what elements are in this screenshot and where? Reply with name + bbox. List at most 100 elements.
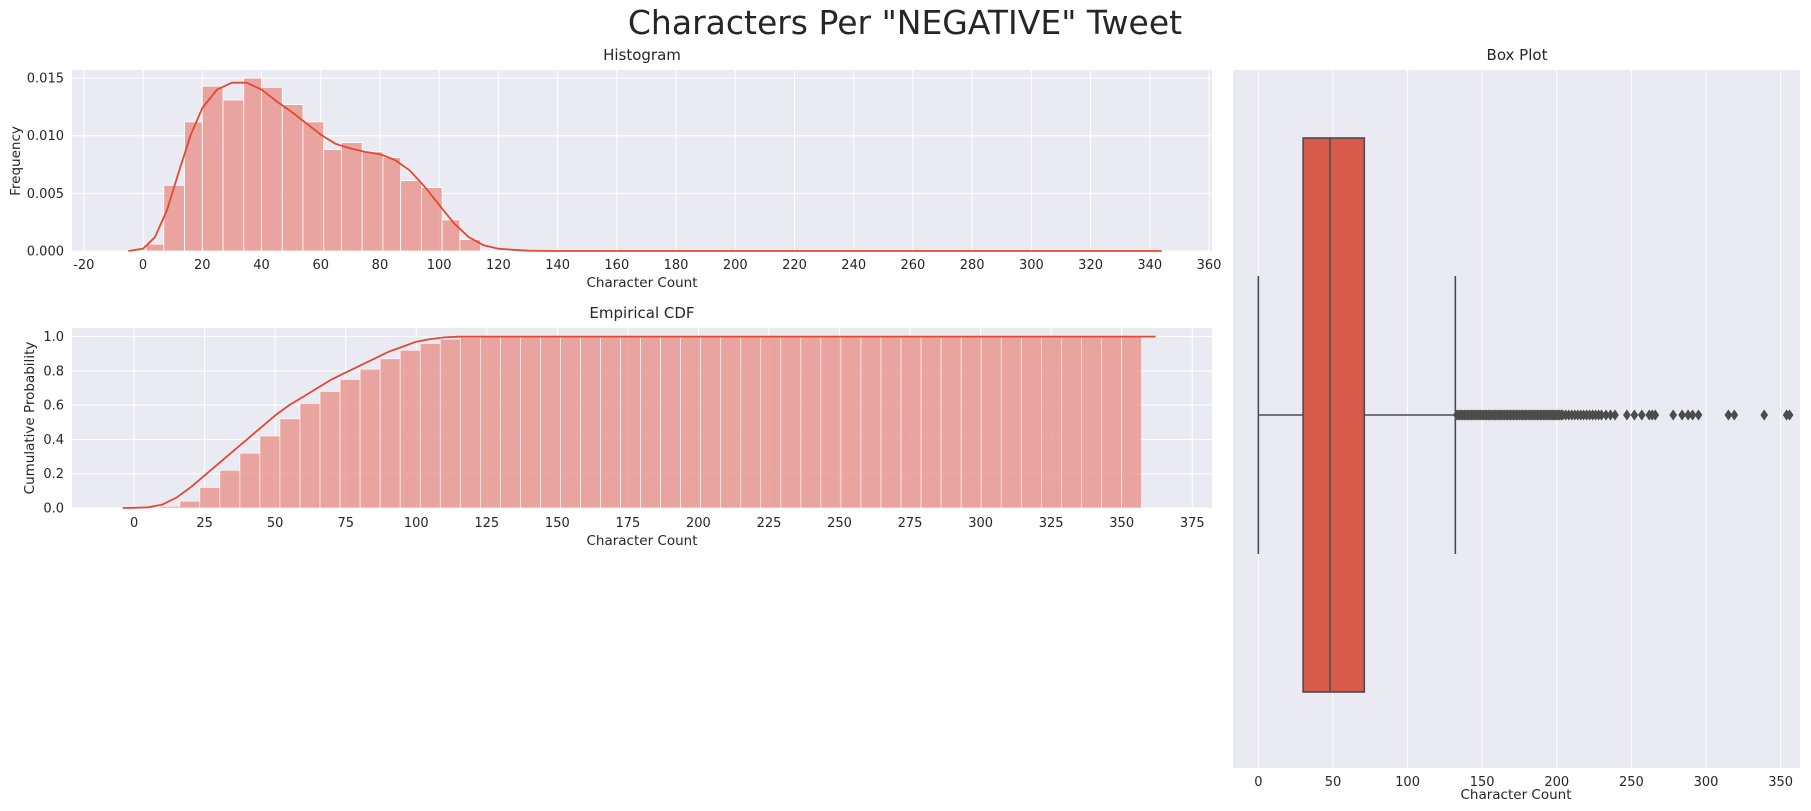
ecdf-bar bbox=[1040, 336, 1062, 509]
ecdf-x-tick-label: 325 bbox=[1039, 516, 1064, 531]
ecdf-bar bbox=[359, 368, 381, 509]
ecdf-bar bbox=[540, 336, 561, 509]
ecdf-y-tick-label: 0.0 bbox=[43, 502, 64, 517]
ecdf-bar bbox=[600, 336, 621, 509]
boxplot-x-tick-label: 200 bbox=[1544, 775, 1569, 790]
ecdf-x-tick-label: 275 bbox=[898, 516, 923, 531]
ecdf-x-tick-label: 350 bbox=[1109, 516, 1134, 531]
ecdf-bar bbox=[1101, 336, 1122, 509]
histogram-x-tick-label: 140 bbox=[545, 258, 570, 273]
ecdf-bar bbox=[700, 336, 722, 509]
histogram-panel: Histogram Character Count Frequency -20 0… bbox=[8, 46, 1221, 291]
ecdf-x-tick-label: 375 bbox=[1180, 516, 1205, 531]
histogram-x-tick-label: 260 bbox=[901, 258, 926, 273]
ecdf-bar bbox=[500, 336, 521, 509]
histogram-bar bbox=[341, 142, 363, 252]
boxplot-outlier bbox=[1760, 409, 1769, 421]
ecdf-bar bbox=[480, 336, 501, 509]
histogram-ylabel: Frequency bbox=[8, 126, 24, 196]
boxplot-outlier bbox=[1694, 409, 1703, 421]
histogram-bar bbox=[201, 85, 224, 252]
ecdf-bar bbox=[520, 336, 541, 509]
ecdf-x-tick-label: 225 bbox=[757, 516, 782, 531]
boxplot-x-tick-label: 350 bbox=[1768, 775, 1793, 790]
ecdf-bar bbox=[840, 336, 862, 509]
histogram-bar bbox=[459, 239, 482, 252]
ecdf-bar bbox=[640, 336, 661, 509]
ecdf-bar bbox=[680, 336, 701, 509]
ecdf-bar bbox=[940, 336, 962, 509]
histogram-x-tick-label: 200 bbox=[723, 258, 748, 273]
ecdf-bar bbox=[239, 452, 261, 509]
ecdf-x-tick-label: 0 bbox=[130, 516, 138, 531]
histogram-y-tick-label: 0.000 bbox=[27, 245, 64, 260]
ecdf-x-tick-label: 75 bbox=[337, 516, 354, 531]
boxplot-title: Box Plot bbox=[1487, 46, 1548, 64]
boxplot-x-tick-label: 100 bbox=[1395, 775, 1420, 790]
histogram-y-tick-label: 0.005 bbox=[27, 187, 64, 202]
histogram-x-tick-label: 0 bbox=[139, 258, 147, 273]
ecdf-bar bbox=[379, 358, 401, 509]
ecdf-bar bbox=[179, 500, 201, 509]
ecdf-xlabel: Character Count bbox=[586, 533, 697, 549]
ecdf-bar bbox=[339, 379, 361, 509]
histogram-bar bbox=[382, 157, 402, 252]
boxplot-panel: Box Plot Character Count 0 50 100 150 200 250… bbox=[1233, 46, 1800, 803]
ecdf-y-tick-label: 0.2 bbox=[43, 467, 64, 482]
histogram-x-tick-label: 180 bbox=[664, 258, 689, 273]
ecdf-kde-line bbox=[122, 335, 1156, 509]
ecdf-bar bbox=[1061, 336, 1082, 509]
ecdf-bar bbox=[279, 418, 301, 509]
histogram-bar bbox=[145, 243, 165, 252]
histogram-xlabel: Character Count bbox=[586, 275, 697, 291]
boxplot-x-tick-label: 250 bbox=[1619, 775, 1644, 790]
histogram-bar bbox=[302, 121, 325, 252]
histogram-bar bbox=[361, 151, 384, 252]
ecdf-bar bbox=[319, 391, 341, 509]
figure-suptitle: Characters Per "NEGATIVE" Tweet bbox=[628, 3, 1182, 42]
ecdf-bar bbox=[299, 403, 321, 509]
ecdf-bar bbox=[880, 336, 902, 509]
boxplot-x-tick-label: 0 bbox=[1254, 775, 1262, 790]
boxplot-outlier bbox=[1730, 409, 1739, 421]
histogram-x-tick-label: 80 bbox=[372, 258, 389, 273]
boxplot-outlier bbox=[1785, 409, 1794, 421]
ecdf-bar bbox=[1000, 336, 1022, 509]
ecdf-plot-area bbox=[72, 328, 1212, 509]
ecdf-x-tick-label: 250 bbox=[827, 516, 852, 531]
ecdf-bar bbox=[439, 338, 461, 509]
histogram-x-tick-label: 340 bbox=[1137, 258, 1162, 273]
ecdf-bar bbox=[800, 336, 822, 509]
ecdf-bar bbox=[780, 336, 802, 509]
ecdf-bar bbox=[1121, 336, 1142, 509]
ecdf-bar bbox=[399, 349, 421, 509]
ecdf-bar bbox=[960, 336, 982, 509]
ecdf-x-tick-label: 300 bbox=[968, 516, 993, 531]
ecdf-x-tick-label: 200 bbox=[686, 516, 711, 531]
boxplot-x-tick-label: 300 bbox=[1694, 775, 1719, 790]
ecdf-bar bbox=[560, 336, 581, 509]
ecdf-y-tick-label: 0.6 bbox=[43, 399, 64, 414]
histogram-bar bbox=[441, 219, 461, 252]
boxplot-outlier bbox=[1669, 409, 1678, 421]
ecdf-bar bbox=[199, 487, 221, 509]
histogram-bar bbox=[281, 104, 304, 252]
histogram-x-tick-label: 240 bbox=[841, 258, 866, 273]
boxplot-outlier bbox=[1651, 409, 1660, 421]
ecdf-bar bbox=[219, 469, 241, 509]
histogram-bar bbox=[243, 77, 262, 252]
boxplot-xlabel: Character Count bbox=[1460, 787, 1571, 803]
ecdf-bar bbox=[980, 336, 1002, 509]
boxplot-outlier bbox=[1678, 409, 1687, 421]
ecdf-x-tick-label: 175 bbox=[615, 516, 640, 531]
ecdf-y-tick-label: 0.8 bbox=[43, 364, 64, 379]
histogram-x-tick-label: 160 bbox=[604, 258, 629, 273]
boxplot-outlier bbox=[1622, 409, 1631, 421]
histogram-x-tick-label: -20 bbox=[73, 258, 94, 273]
boxplot-plot-area bbox=[1233, 70, 1800, 768]
histogram-y-tick-label: 0.010 bbox=[27, 129, 64, 144]
ecdf-bar bbox=[720, 336, 742, 509]
boxplot-outlier bbox=[1688, 409, 1697, 421]
boxplot-outlier bbox=[1630, 409, 1639, 421]
